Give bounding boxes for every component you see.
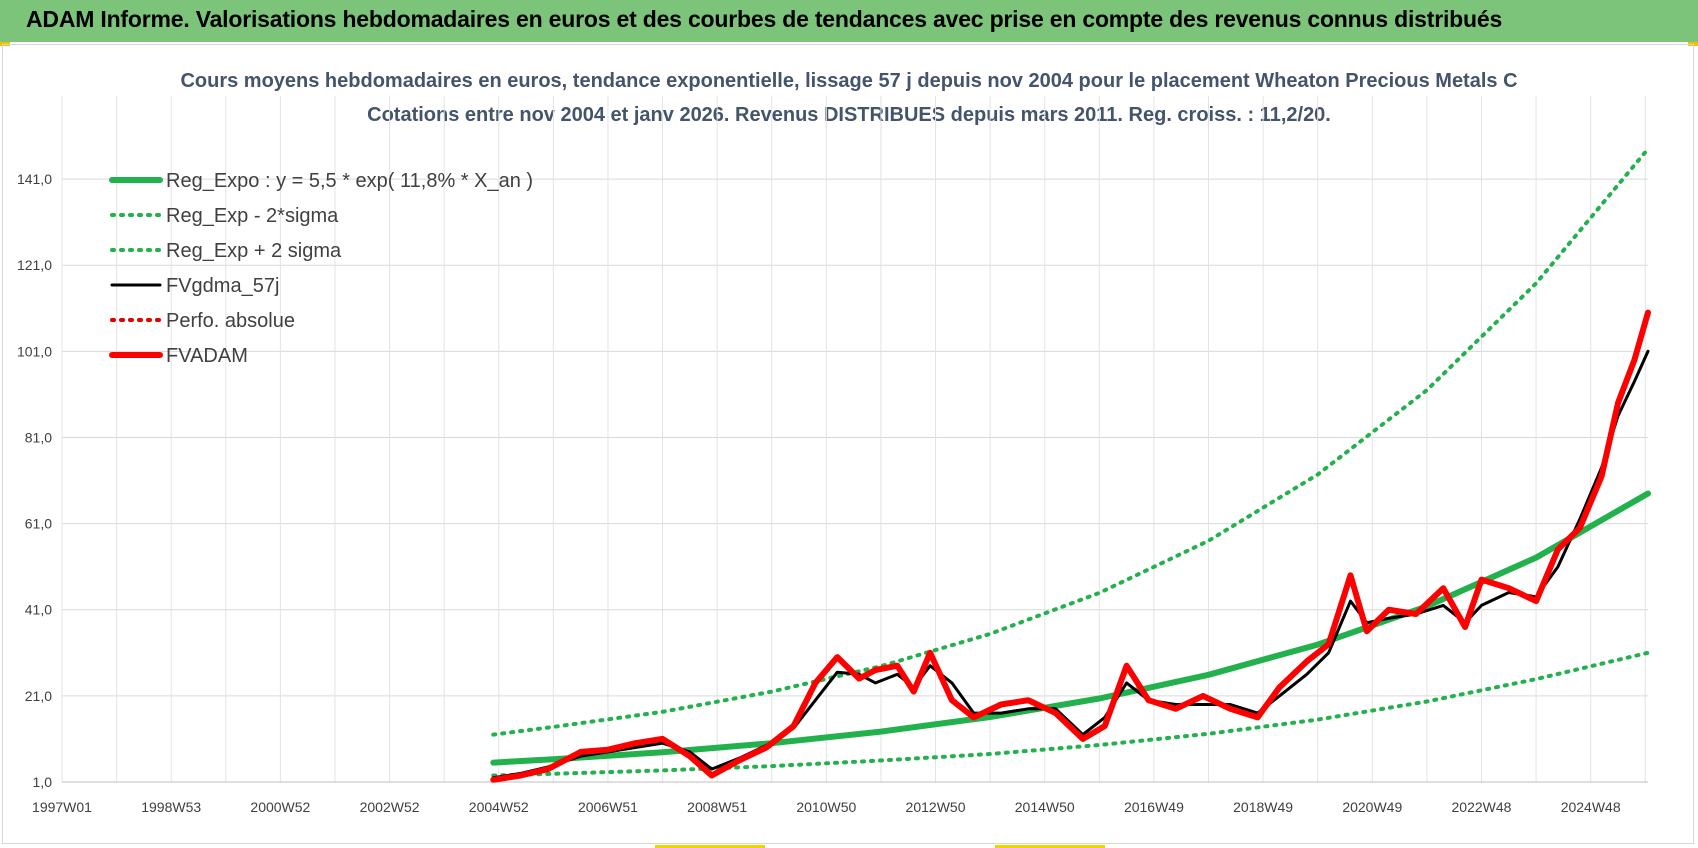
legend-label: Perfo. absolue <box>166 310 295 332</box>
bottom-marker-1 <box>655 845 765 848</box>
x-tick-label: 2012W50 <box>906 799 966 815</box>
header-bar <box>0 0 1698 42</box>
x-tick-label: 2000W52 <box>250 799 310 815</box>
x-tick-label: 2020W49 <box>1342 799 1402 815</box>
y-tick-label: 61,0 <box>25 516 52 532</box>
bottom-marker-2 <box>995 845 1105 848</box>
y-tick-label: 81,0 <box>25 429 52 445</box>
series-line <box>490 309 1651 783</box>
series-line <box>491 146 1650 737</box>
y-tick-label: 141,0 <box>17 171 52 187</box>
x-axis: 1997W01 1998W53 2000W52 2002W52 2004W52 2006W… <box>32 799 1621 815</box>
x-tick-label: 2008W51 <box>687 799 747 815</box>
legend: Reg_Expo : y = 5,5 * exp( 11,8% * X_an )… <box>109 170 533 367</box>
x-tick-label: 1998W53 <box>141 799 201 815</box>
legend-label: FVADAM <box>166 345 248 367</box>
x-tick-label: 2018W49 <box>1233 799 1293 815</box>
page-title: ADAM Informe. Valorisations hebdomadaire… <box>26 6 1503 32</box>
chart-title: Cours moyens hebdomadaires en euros, ten… <box>180 70 1518 92</box>
x-tick-label: 2016W49 <box>1124 799 1184 815</box>
chart-frame <box>2 44 1694 844</box>
x-tick-label: 1997W01 <box>32 799 92 815</box>
legend-label: Reg_Exp + 2 sigma <box>166 240 342 262</box>
x-tick-label: 2024W48 <box>1561 799 1621 815</box>
x-tick-label: 2010W50 <box>796 799 856 815</box>
legend-label: Reg_Expo : y = 5,5 * exp( 11,8% * X_an ) <box>166 170 533 192</box>
series-line <box>491 650 1650 778</box>
y-tick-label: 1,0 <box>33 774 53 790</box>
x-tick-label: 2006W51 <box>578 799 638 815</box>
y-tick-label: 21,0 <box>25 688 52 704</box>
y-axis: 1,0 21,0 41,0 61,0 81,0 101,0 121,0 141,0 <box>17 171 52 790</box>
grid <box>61 96 1648 783</box>
x-tick-label: 2002W52 <box>360 799 420 815</box>
y-tick-label: 41,0 <box>25 602 52 618</box>
legend-label: FVgdma_57j <box>166 275 279 297</box>
legend-label: Reg_Exp - 2*sigma <box>166 205 339 227</box>
series-lines <box>490 146 1651 783</box>
series-line <box>491 349 1650 780</box>
y-tick-label: 101,0 <box>17 343 52 359</box>
x-tick-label: 2014W50 <box>1015 799 1075 815</box>
y-tick-label: 121,0 <box>17 257 52 273</box>
x-tick-label: 2022W48 <box>1452 799 1512 815</box>
x-tick-label: 2004W52 <box>469 799 529 815</box>
